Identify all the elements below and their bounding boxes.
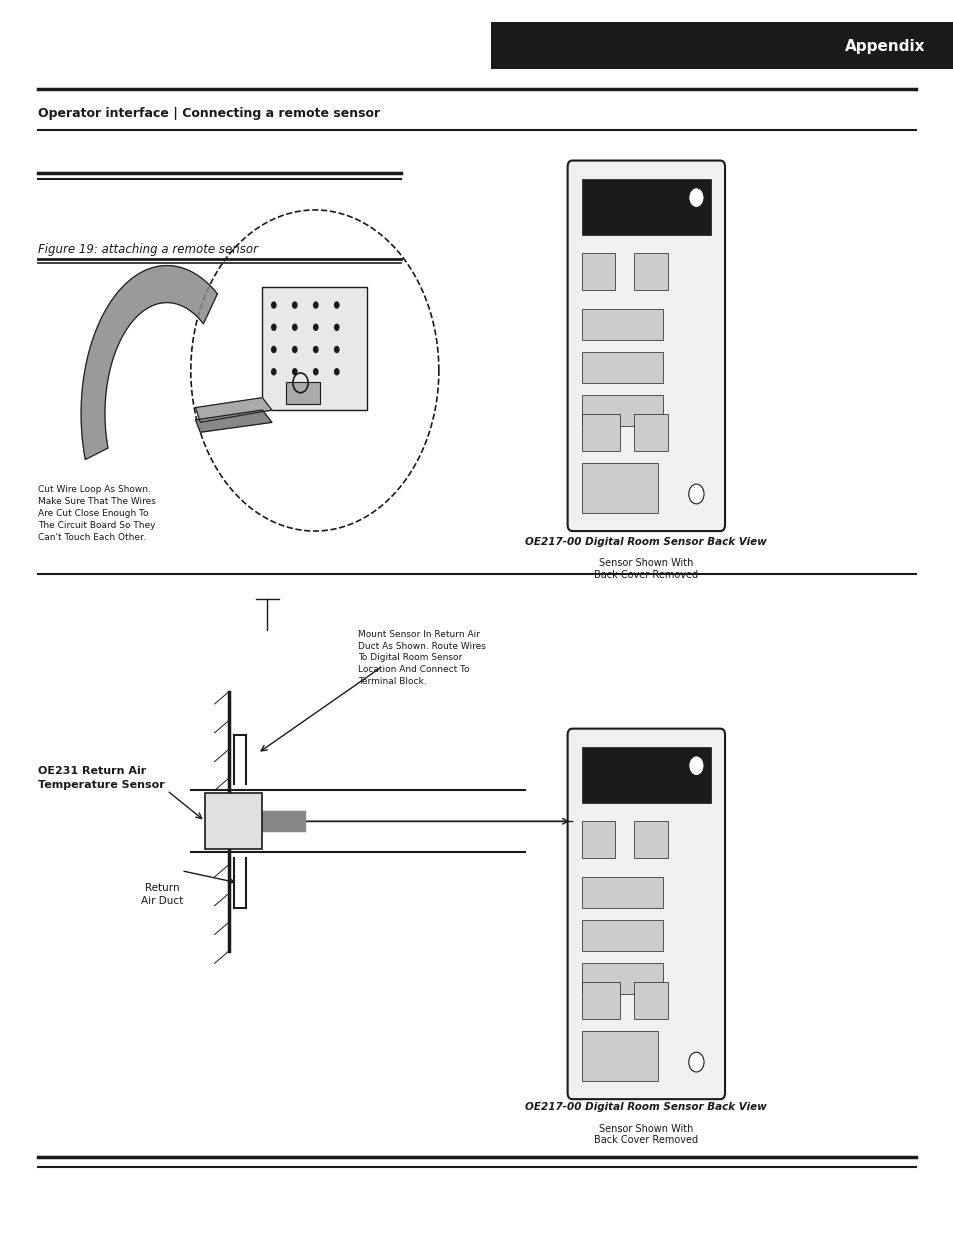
Bar	[581, 309, 662, 340]
Circle shape	[292, 324, 297, 331]
Circle shape	[313, 301, 318, 309]
Circle shape	[688, 484, 703, 504]
Bar	[581, 982, 619, 1019]
Bar	[286, 382, 319, 404]
Bar	[581, 253, 615, 290]
Polygon shape	[195, 398, 272, 422]
Text: Appendix: Appendix	[844, 40, 924, 54]
Circle shape	[271, 301, 276, 309]
Circle shape	[334, 301, 339, 309]
FancyBboxPatch shape	[567, 729, 724, 1099]
Circle shape	[313, 346, 318, 353]
Circle shape	[688, 1052, 703, 1072]
Text: Mount Sensor In Return Air
Duct As Shown. Route Wires
To Digital Room Sensor
Loc: Mount Sensor In Return Air Duct As Shown…	[357, 630, 485, 687]
Bar	[581, 963, 662, 994]
Bar	[581, 747, 710, 803]
Text: OE217-00 Digital Room Sensor Back View: OE217-00 Digital Room Sensor Back View	[525, 537, 766, 547]
Circle shape	[313, 324, 318, 331]
Circle shape	[688, 756, 703, 776]
Bar	[634, 414, 667, 451]
Bar	[262, 287, 367, 410]
Text: Operator interface | Connecting a remote sensor: Operator interface | Connecting a remote…	[38, 107, 380, 120]
Circle shape	[334, 346, 339, 353]
Text: Figure 19: attaching a remote sensor: Figure 19: attaching a remote sensor	[38, 243, 258, 256]
Bar	[581, 463, 658, 513]
Bar	[581, 352, 662, 383]
Bar	[491, 22, 953, 69]
Text: Cut Wire Loop As Shown.
Make Sure That The Wires
Are Cut Close Enough To
The Cir: Cut Wire Loop As Shown. Make Sure That T…	[38, 485, 156, 542]
Polygon shape	[195, 410, 272, 432]
Bar	[634, 821, 667, 858]
Bar	[581, 1031, 658, 1081]
Circle shape	[271, 324, 276, 331]
Circle shape	[292, 368, 297, 375]
Bar	[581, 414, 619, 451]
Text: Sensor Shown With
Back Cover Removed: Sensor Shown With Back Cover Removed	[594, 1124, 698, 1145]
FancyBboxPatch shape	[567, 161, 724, 531]
Text: OE231 Return Air
Temperature Sensor: OE231 Return Air Temperature Sensor	[38, 767, 165, 789]
Circle shape	[688, 188, 703, 207]
Bar	[581, 179, 710, 235]
Text: Return
Air Duct: Return Air Duct	[141, 883, 183, 906]
Circle shape	[292, 301, 297, 309]
Bar	[581, 395, 662, 426]
Circle shape	[334, 324, 339, 331]
Circle shape	[313, 368, 318, 375]
Bar	[205, 794, 262, 850]
Text: OE217-00 Digital Room Sensor Back View: OE217-00 Digital Room Sensor Back View	[525, 1102, 766, 1112]
Circle shape	[292, 346, 297, 353]
Bar	[581, 821, 615, 858]
Circle shape	[271, 346, 276, 353]
Circle shape	[334, 368, 339, 375]
Polygon shape	[81, 266, 217, 459]
Circle shape	[271, 368, 276, 375]
Bar	[634, 253, 667, 290]
Bar	[581, 920, 662, 951]
Bar	[581, 877, 662, 908]
Bar	[634, 982, 667, 1019]
Text: Sensor Shown With
Back Cover Removed: Sensor Shown With Back Cover Removed	[594, 558, 698, 579]
